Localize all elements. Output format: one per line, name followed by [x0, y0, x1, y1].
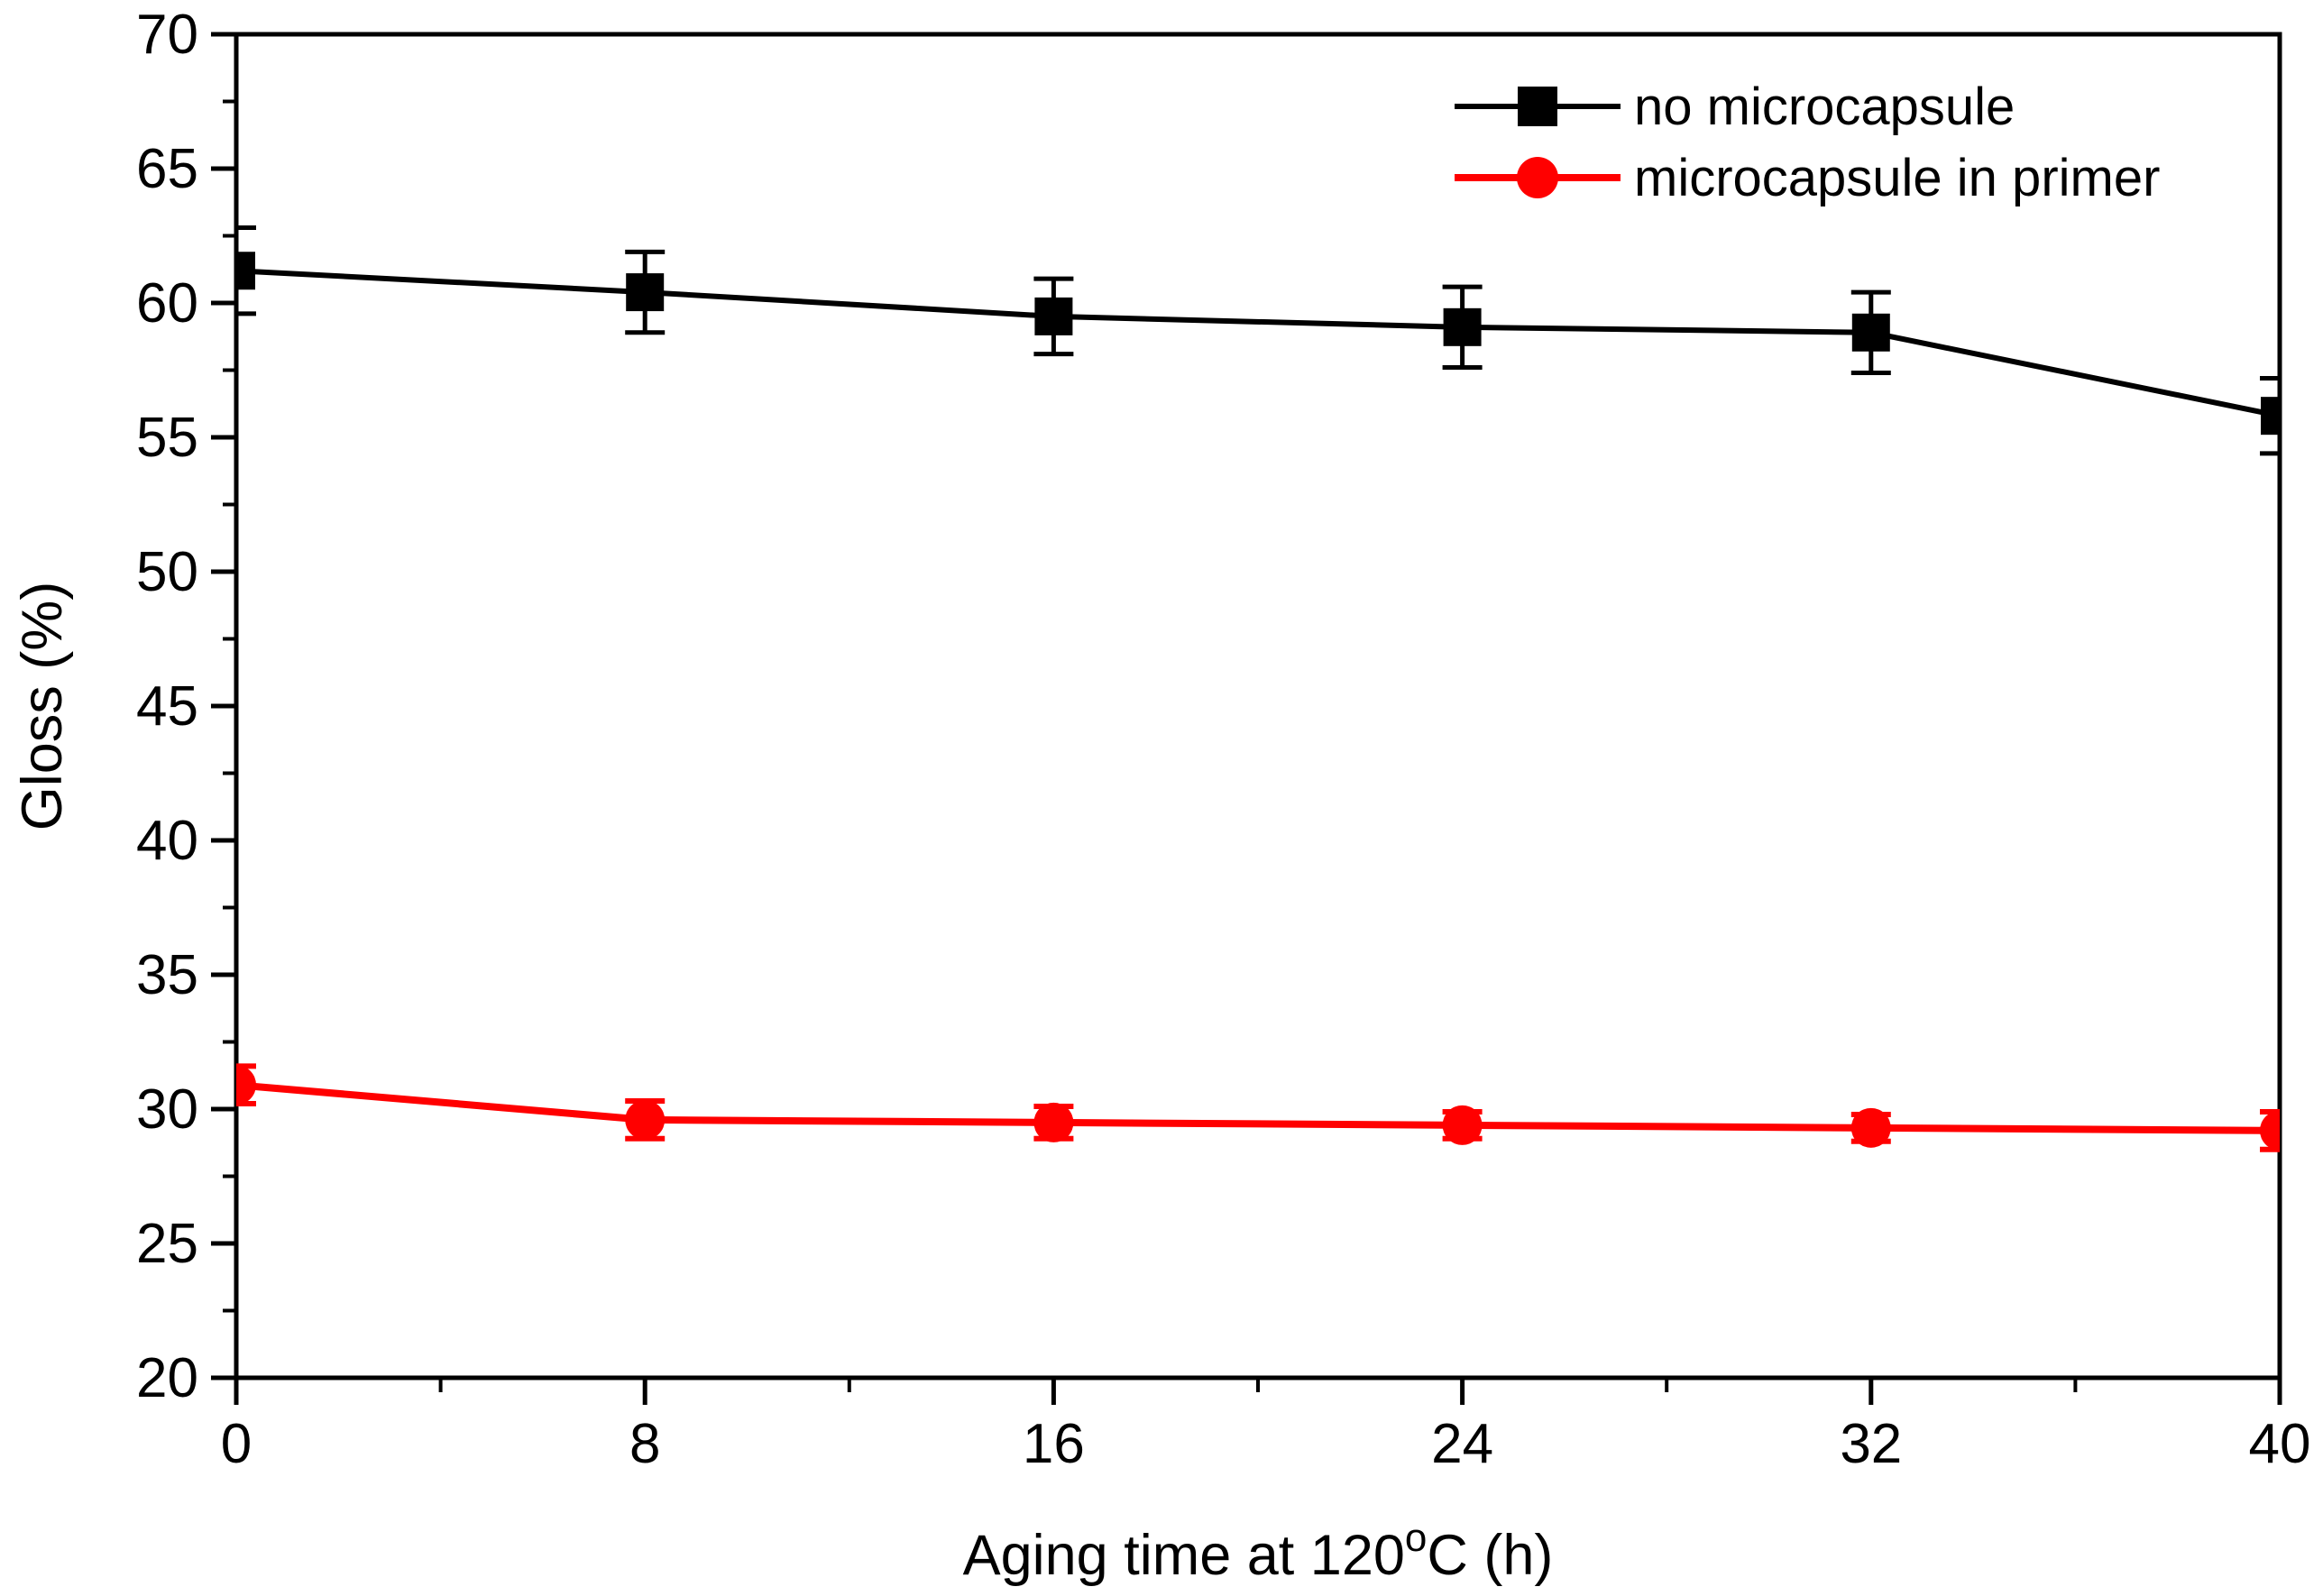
y-axis: 20 25 30 35 40 45 50 55 60 65 70 — [136, 4, 236, 1409]
y-axis-tick-label: 35 — [136, 944, 198, 1006]
x-axis-tick-label: 40 — [2249, 1413, 2311, 1475]
legend-marker-circle — [1517, 157, 1558, 198]
y-axis-tick-label: 30 — [136, 1078, 198, 1141]
x-axis: 0 8 16 24 32 40 — [221, 1378, 2311, 1475]
series-marker-circle — [1033, 1102, 1074, 1142]
series-line — [236, 268, 2280, 419]
x-axis-tick-label: 16 — [1023, 1413, 1085, 1475]
y-axis-tick-label: 45 — [136, 675, 198, 738]
legend-label: no microcapsule — [1634, 78, 2015, 136]
legend-label: microcapsule in primer — [1634, 149, 2160, 207]
plot-frame — [234, 32, 2282, 1380]
legend-marker-square — [1518, 87, 1557, 126]
series-marker-square — [626, 273, 665, 312]
legend: no microcapsule microcapsule in primer — [1455, 78, 2160, 207]
y-axis-title: Gloss (%) — [11, 582, 74, 831]
series-1 — [236, 225, 2280, 456]
series-marker-square — [1034, 297, 1073, 335]
y-axis-tick-label: 70 — [136, 4, 198, 66]
y-axis-tick-label: 25 — [136, 1213, 198, 1275]
y-axis-tick-label: 55 — [136, 407, 198, 469]
series-marker-circle — [625, 1099, 666, 1140]
x-axis-tick-label: 24 — [1431, 1413, 1493, 1475]
series-line — [236, 1081, 2280, 1134]
y-axis-tick-label: 65 — [136, 138, 198, 200]
y-axis-tick-label: 50 — [136, 541, 198, 603]
y-axis-tick-label: 40 — [136, 810, 198, 872]
series-marker-square — [1851, 313, 1890, 352]
x-axis-tick-label: 8 — [629, 1413, 660, 1475]
series-marker-circle — [1442, 1105, 1483, 1145]
series-marker-square — [2261, 397, 2280, 436]
series-marker-circle — [1850, 1107, 1891, 1148]
x-axis-tick-label: 0 — [221, 1413, 252, 1475]
series-marker-circle — [2260, 1110, 2280, 1151]
series-marker-square — [236, 252, 255, 290]
x-axis-tick-label: 32 — [1840, 1413, 1902, 1475]
series-2 — [236, 1063, 2280, 1152]
x-axis-title: Aging time at 120oC (h) — [963, 1516, 1554, 1587]
y-axis-tick-label: 60 — [136, 272, 198, 335]
y-axis-tick-label: 20 — [136, 1347, 198, 1409]
series-group — [236, 225, 2280, 1152]
series-marker-circle — [236, 1065, 256, 1105]
series-marker-square — [1443, 307, 1482, 346]
